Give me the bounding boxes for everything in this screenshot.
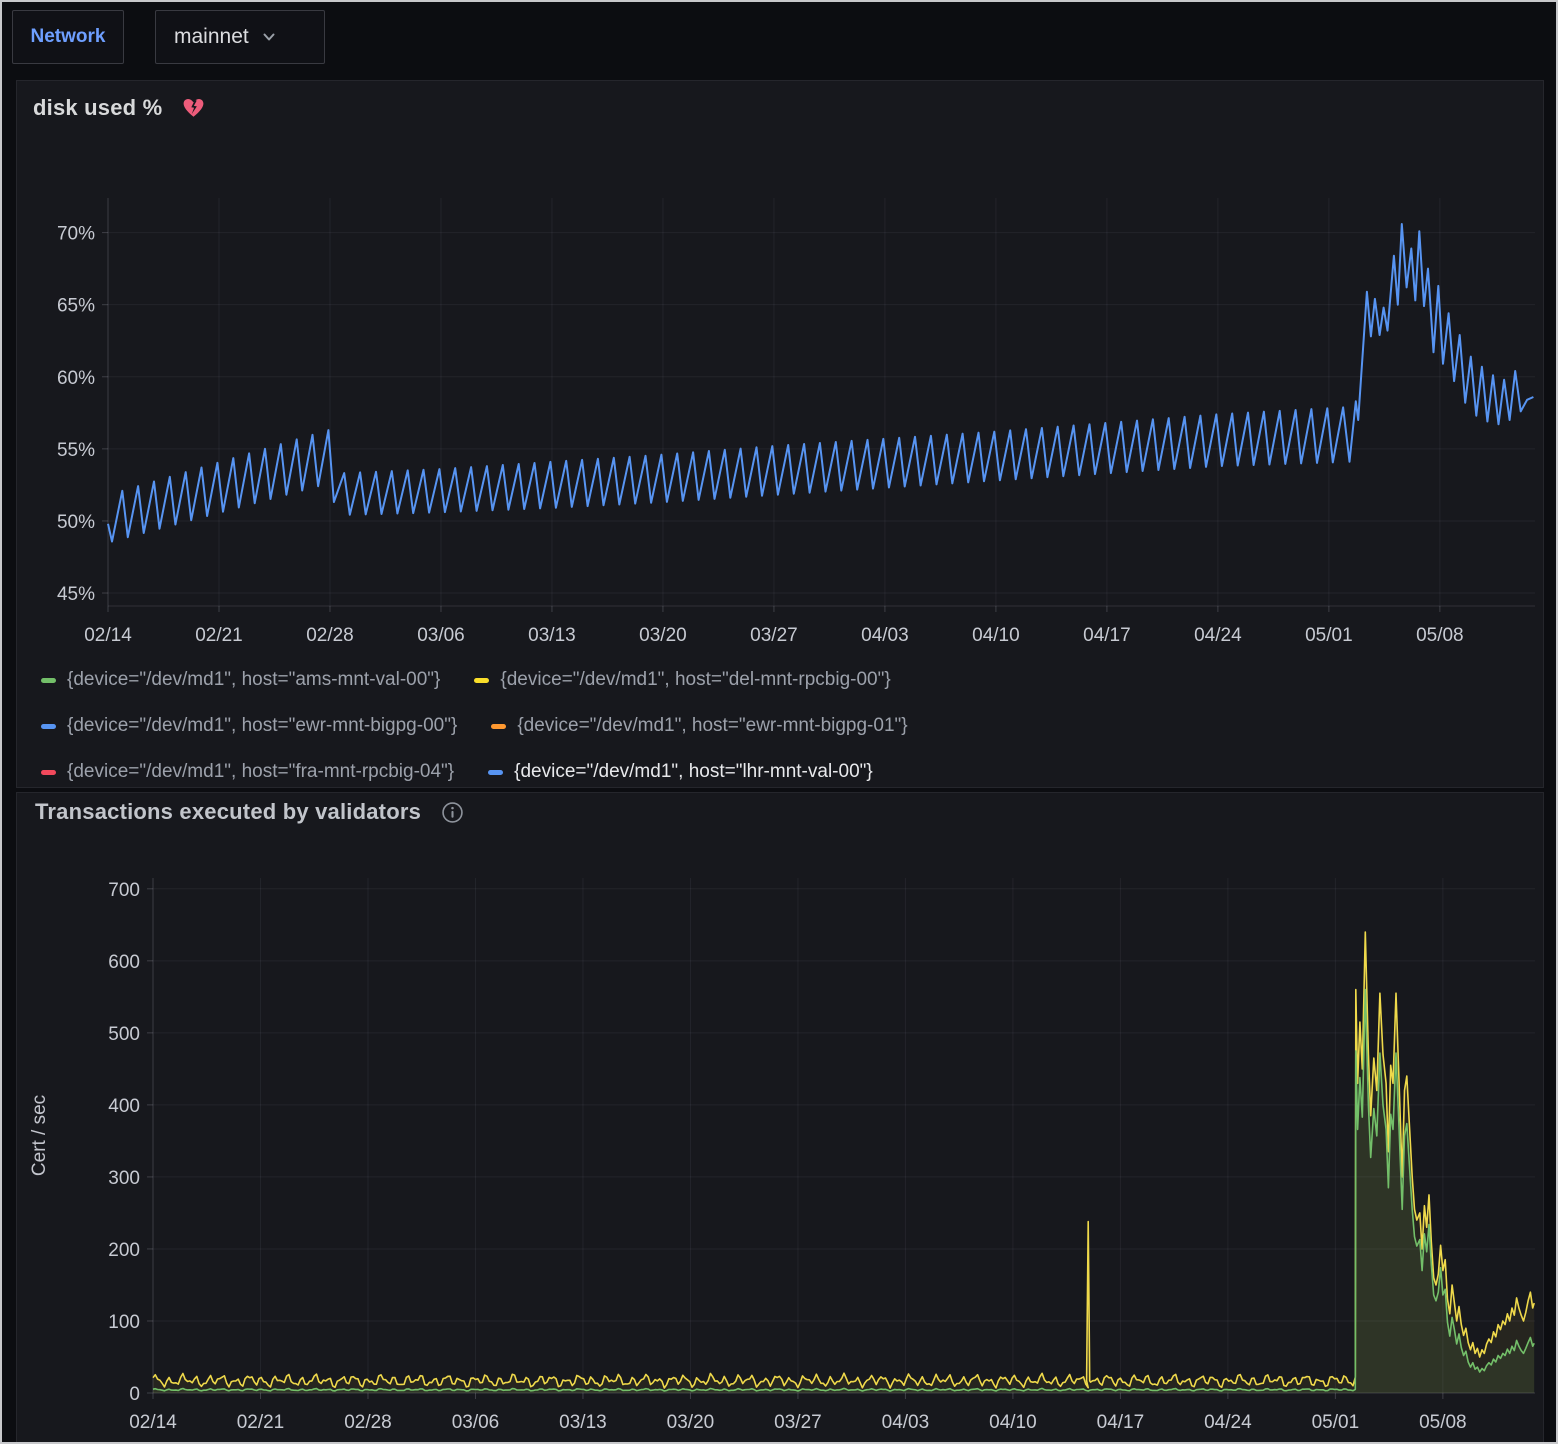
transactions-chart[interactable]: 02/14 02/21 02/28 03/06 03/13 03/20 03/27 04/03… bbox=[17, 793, 1545, 1444]
disk-chart-legend: {device="/dev/md1", host="ams-mnt-val-00… bbox=[41, 657, 908, 795]
legend-series-label: {device="/dev/md1", host="ewr-mnt-bigpg-… bbox=[67, 715, 457, 737]
chevron-down-icon bbox=[261, 29, 277, 45]
y-axis-tick-label: 200 bbox=[108, 1240, 140, 1261]
x-axis-tick-label: 03/06 bbox=[452, 1412, 500, 1433]
x-axis-tick-label: 02/21 bbox=[237, 1412, 285, 1433]
panel-disk-used: disk used % 02/14 02/21 02/28 03/06 03/13 03/… bbox=[16, 80, 1544, 788]
x-axis-tick-label: 05/01 bbox=[1312, 1412, 1360, 1433]
x-axis-tick-label: 05/01 bbox=[1305, 625, 1353, 646]
y-axis-tick-label: 70% bbox=[57, 224, 95, 245]
dashboard: Network mainnet disk used % 02/1402/2102… bbox=[0, 0, 1558, 1444]
y-axis-tick-label: 45% bbox=[57, 584, 95, 605]
tx-series-area-yellow bbox=[153, 932, 1534, 1393]
legend-series-label: {device="/dev/md1", host="lhr-mnt-val-00… bbox=[514, 761, 873, 783]
x-axis-tick-label: 03/06 bbox=[417, 625, 465, 646]
x-axis-tick-label: 02/14 bbox=[129, 1412, 177, 1433]
x-axis-tick-label: 04/17 bbox=[1097, 1412, 1145, 1433]
legend-series-swatch bbox=[474, 678, 489, 683]
x-axis-tick-label: 04/10 bbox=[972, 625, 1020, 646]
legend-series-swatch bbox=[41, 770, 56, 775]
x-axis-tick-label: 04/17 bbox=[1083, 625, 1131, 646]
y-axis-tick-label: 600 bbox=[108, 952, 140, 973]
info-circle-icon[interactable] bbox=[441, 801, 464, 824]
legend-series-swatch bbox=[491, 724, 506, 729]
legend-series-swatch bbox=[488, 770, 503, 775]
x-axis-tick-label: 04/24 bbox=[1194, 625, 1242, 646]
x-axis-tick-label: 02/28 bbox=[306, 625, 354, 646]
legend-series-label: {device="/dev/md1", host="ewr-mnt-bigpg-… bbox=[517, 715, 907, 737]
x-axis-tick-label: 02/28 bbox=[344, 1412, 392, 1433]
legend-series-label: {device="/dev/md1", host="fra-mnt-rpcbig… bbox=[67, 761, 454, 783]
x-axis-tick-label: 03/13 bbox=[528, 625, 576, 646]
legend-item[interactable]: {device="/dev/md1", host="ewr-mnt-bigpg-… bbox=[41, 715, 457, 737]
y-axis-tick-label: 55% bbox=[57, 440, 95, 461]
variable-label-text: Network bbox=[31, 26, 106, 48]
variable-value-dropdown[interactable]: mainnet bbox=[155, 10, 325, 64]
x-axis-tick-label: 03/20 bbox=[667, 1412, 715, 1433]
y-axis-tick-label: 300 bbox=[108, 1168, 140, 1189]
panel-transactions: Transactions executed by validators 02/1… bbox=[16, 792, 1544, 1444]
legend-row: {device="/dev/md1", host="ams-mnt-val-00… bbox=[41, 657, 908, 703]
y-axis-tick-label: 50% bbox=[57, 512, 95, 533]
x-axis-tick-label: 03/13 bbox=[559, 1412, 607, 1433]
x-axis-tick-label: 03/27 bbox=[750, 625, 798, 646]
variable-value-text: mainnet bbox=[174, 25, 249, 49]
dashboard-toolbar: Network mainnet bbox=[2, 2, 1556, 74]
x-axis-tick-label: 04/10 bbox=[989, 1412, 1037, 1433]
tx-series-area-green bbox=[153, 990, 1534, 1393]
tx-series-line-green bbox=[153, 990, 1534, 1392]
legend-series-label: {device="/dev/md1", host="del-mnt-rpcbig… bbox=[500, 669, 890, 691]
tx-series-line-yellow bbox=[153, 932, 1534, 1388]
legend-item[interactable]: {device="/dev/md1", host="del-mnt-rpcbig… bbox=[474, 669, 890, 691]
legend-row: {device="/dev/md1", host="ewr-mnt-bigpg-… bbox=[41, 703, 908, 749]
panel-title-disk-used[interactable]: disk used % bbox=[33, 95, 162, 121]
y-axis-title: Cert / sec bbox=[29, 1095, 50, 1176]
x-axis-tick-label: 05/08 bbox=[1416, 625, 1464, 646]
legend-row: {device="/dev/md1", host="fra-mnt-rpcbig… bbox=[41, 749, 908, 795]
legend-item[interactable]: {device="/dev/md1", host="ewr-mnt-bigpg-… bbox=[491, 715, 907, 737]
legend-series-swatch bbox=[41, 724, 56, 729]
disk-series-line bbox=[108, 224, 1533, 542]
y-axis-tick-label: 500 bbox=[108, 1024, 140, 1045]
x-axis-tick-label: 03/27 bbox=[774, 1412, 822, 1433]
x-axis-tick-label: 04/03 bbox=[861, 625, 909, 646]
broken-heart-icon bbox=[182, 97, 205, 120]
y-axis-tick-label: 0 bbox=[129, 1384, 140, 1405]
y-axis-tick-label: 700 bbox=[108, 880, 140, 901]
x-axis-tick-label: 04/03 bbox=[882, 1412, 930, 1433]
y-axis-tick-label: 60% bbox=[57, 368, 95, 389]
legend-item[interactable]: {device="/dev/md1", host="fra-mnt-rpcbig… bbox=[41, 761, 454, 783]
x-axis-tick-label: 03/20 bbox=[639, 625, 687, 646]
y-axis-tick-label: 65% bbox=[57, 296, 95, 317]
x-axis-tick-label: 02/14 bbox=[84, 625, 132, 646]
variable-label-network[interactable]: Network bbox=[12, 10, 124, 64]
panel-title-transactions[interactable]: Transactions executed by validators bbox=[35, 799, 421, 825]
legend-series-swatch bbox=[41, 678, 56, 683]
legend-series-label: {device="/dev/md1", host="ams-mnt-val-00… bbox=[67, 669, 440, 691]
x-axis-tick-label: 04/24 bbox=[1204, 1412, 1252, 1433]
legend-item[interactable]: {device="/dev/md1", host="lhr-mnt-val-00… bbox=[488, 761, 873, 783]
x-axis-tick-label: 02/21 bbox=[195, 625, 243, 646]
y-axis-tick-label: 400 bbox=[108, 1096, 140, 1117]
legend-item[interactable]: {device="/dev/md1", host="ams-mnt-val-00… bbox=[41, 669, 440, 691]
x-axis-tick-label: 05/08 bbox=[1419, 1412, 1467, 1433]
y-axis-tick-label: 100 bbox=[108, 1312, 140, 1333]
